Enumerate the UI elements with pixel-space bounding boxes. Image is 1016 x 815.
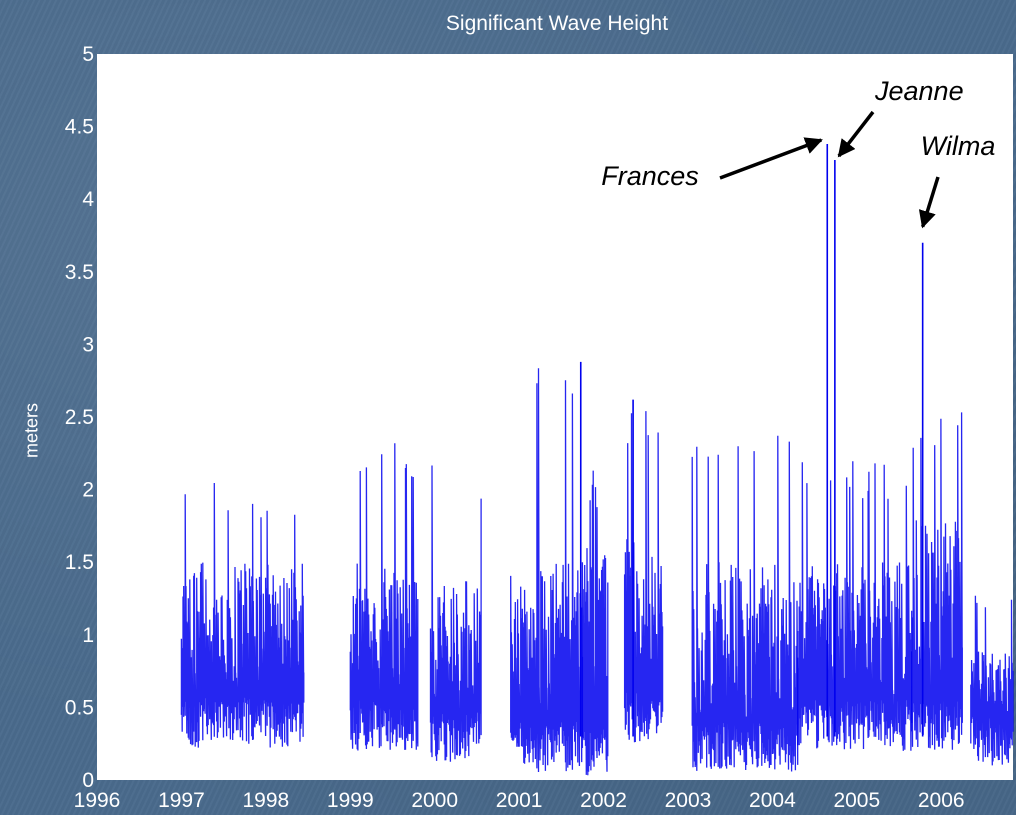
y-tick-label: 5 xyxy=(82,43,94,66)
x-tick-label: 1998 xyxy=(242,789,289,812)
x-tick-label: 2006 xyxy=(918,789,965,812)
y-tick-label: 3 xyxy=(82,333,94,356)
y-tick-label: 3.5 xyxy=(65,261,94,284)
x-tick-label: 1996 xyxy=(74,789,121,812)
annotation-arrow xyxy=(918,176,940,229)
y-axis-ticks: 0 0.5 1 1.5 2 2.5 3 3.5 4 4.5 5 xyxy=(65,43,95,792)
chart-title: Significant Wave Height xyxy=(445,12,669,35)
y-tick-label: 4 xyxy=(82,188,94,211)
series-segment xyxy=(180,482,305,748)
y-tick-label: 0 xyxy=(82,769,94,792)
annotation-label: Jeanne xyxy=(874,76,964,106)
series-wave-height xyxy=(180,144,1014,776)
annotation-label: Wilma xyxy=(921,131,996,161)
annotation-label: Frances xyxy=(601,161,699,191)
series-segment xyxy=(911,412,963,750)
x-tick-label: 2005 xyxy=(833,789,880,812)
series-segment xyxy=(797,461,913,751)
x-tick-label: 2002 xyxy=(580,789,627,812)
y-tick-label: 2 xyxy=(82,479,94,502)
series-segment xyxy=(623,411,664,743)
y-tick-label: 1 xyxy=(82,624,94,647)
x-axis-ticks: 1996 1997 1998 1999 2000 2001 2002 2003 2004 2005… xyxy=(74,789,965,812)
x-tick-label: 1999 xyxy=(327,789,374,812)
x-tick-label: 2003 xyxy=(665,789,712,812)
x-tick-label: 1997 xyxy=(158,789,205,812)
series-segment xyxy=(970,595,1014,766)
y-tick-label: 0.5 xyxy=(65,696,94,719)
x-tick-label: 2004 xyxy=(749,789,796,812)
y-tick-label: 2.5 xyxy=(65,406,94,429)
series-segment xyxy=(429,465,482,762)
x-tick-label: 2001 xyxy=(496,789,543,812)
annotations: Frances Jeanne Wilma xyxy=(601,76,996,229)
series-segment xyxy=(581,470,609,776)
y-tick-label: 1.5 xyxy=(65,551,94,574)
series-segment xyxy=(691,435,799,772)
annotation-arrow xyxy=(719,137,823,180)
series-segment xyxy=(510,368,584,773)
annotation-arrow xyxy=(837,110,875,158)
x-tick-label: 2000 xyxy=(411,789,458,812)
series-segment xyxy=(349,443,419,751)
y-tick-label: 4.5 xyxy=(65,116,94,139)
